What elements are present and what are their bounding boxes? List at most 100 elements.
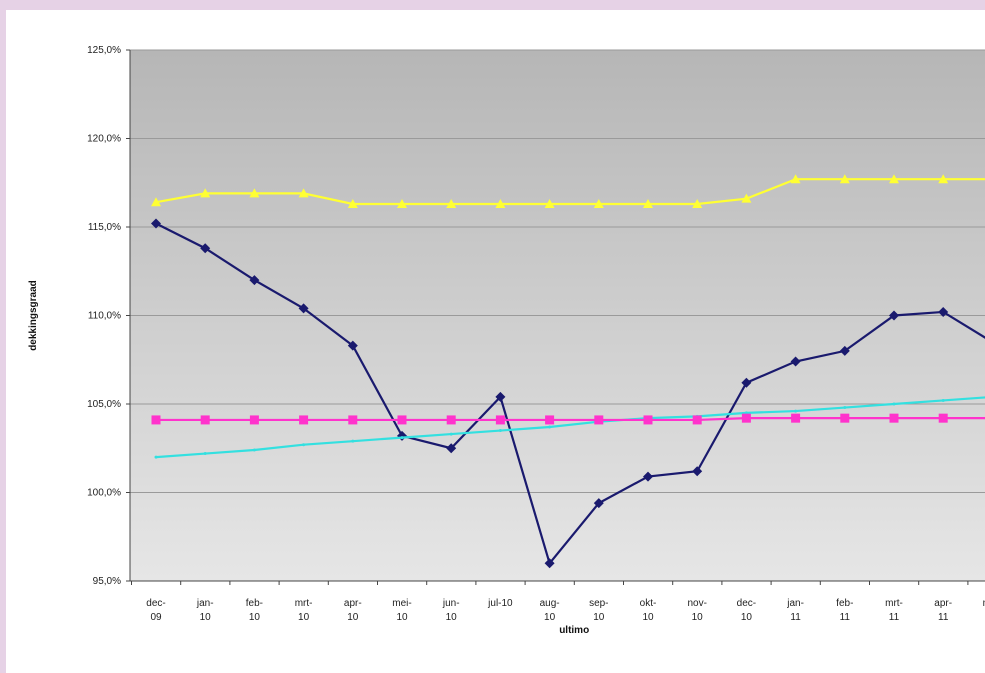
series-2: [151, 218, 985, 569]
data-point: [889, 174, 899, 184]
data-point: [692, 198, 703, 208]
series-1: [151, 174, 985, 208]
x-tick-label: 10: [544, 612, 556, 623]
data-point: [200, 415, 210, 425]
x-tick-label: apr-: [934, 598, 952, 609]
x-tick-label: jun-: [442, 598, 460, 609]
x-tick-label: 10: [446, 612, 458, 623]
series-line: [155, 178, 985, 206]
y-tick-label: 115,0%: [88, 222, 121, 233]
x-tick-label: 10: [642, 612, 654, 623]
x-tick-label: jan-: [786, 598, 804, 609]
x-tick-label: 11: [889, 612, 900, 623]
data-point: [200, 188, 211, 198]
data-point: [252, 448, 256, 452]
x-tick-label: 10: [741, 612, 753, 623]
data-point: [151, 218, 161, 229]
data-point: [741, 193, 752, 203]
data-point: [593, 198, 604, 208]
data-point: [154, 455, 158, 459]
series-line: [156, 417, 985, 422]
x-tick-label: jul-10: [487, 598, 513, 609]
x-tick-label: 10: [396, 612, 408, 623]
data-point: [941, 398, 945, 402]
x-tick-label: mei-: [983, 598, 985, 609]
data-point: [938, 174, 949, 184]
data-point: [397, 415, 407, 425]
y-tick-label: 100,0%: [87, 488, 121, 499]
data-point: [446, 443, 457, 454]
data-point: [643, 471, 653, 482]
x-tick-label: feb-: [836, 598, 853, 609]
line-chart: 125,0% 120,0% 115,0% 110,0% 105,0% 100,0% 95,0…: [28, 45, 985, 636]
x-tick-label: 11: [840, 612, 851, 623]
x-tick-label: 10: [593, 612, 605, 623]
series-line: [155, 222, 985, 566]
chart-frame: 125,0% 120,0% 115,0% 110,0% 105,0% 100,0% 95,0…: [6, 10, 985, 673]
data-point: [544, 198, 555, 208]
data-point: [889, 310, 899, 321]
data-point: [249, 415, 259, 425]
data-point: [843, 406, 847, 410]
data-point: [692, 415, 702, 425]
data-point: [397, 198, 407, 208]
y-tick-label: 120,0%: [87, 134, 121, 145]
data-point: [249, 188, 260, 198]
x-tick-label: feb-: [246, 598, 263, 609]
x-tick-label: 11: [938, 612, 949, 623]
data-point: [548, 425, 552, 429]
data-point: [302, 443, 306, 447]
data-point: [498, 429, 502, 433]
data-point: [790, 356, 801, 367]
x-tick-label: 09: [150, 612, 162, 623]
y-tick-label: 125,0%: [87, 45, 121, 56]
data-point: [594, 415, 604, 425]
series-line: [155, 396, 985, 459]
data-point: [692, 466, 703, 477]
data-point: [446, 415, 456, 425]
x-axis-title: ultimo: [559, 625, 589, 636]
data-point: [298, 188, 309, 198]
x-tick-label: dec-: [146, 598, 165, 609]
x-tick-label: 10: [347, 612, 359, 623]
x-tick-label: 10: [200, 612, 212, 623]
x-tick-label: 10: [249, 612, 261, 623]
x-tick-label: mrt-: [885, 598, 903, 609]
x-tick-label: sep-: [589, 598, 608, 609]
y-tick-label: 95,0%: [93, 576, 121, 587]
x-axis-ticks: dec- 09 jan- 10 feb- 10 mrt- 10 apr- 10 mei- 10 jun-…: [131, 581, 985, 623]
data-point: [643, 415, 653, 425]
data-point: [938, 413, 948, 423]
data-point: [839, 345, 850, 356]
data-point: [400, 436, 404, 440]
data-point: [794, 409, 798, 413]
data-point: [892, 402, 896, 406]
x-tick-label: nov-: [687, 598, 706, 609]
data-point: [203, 452, 207, 456]
data-point: [151, 197, 161, 207]
x-tick-label: apr-: [344, 598, 362, 609]
data-point: [545, 415, 555, 425]
x-tick-label: 10: [298, 612, 310, 623]
series-4: [151, 413, 985, 425]
data-point: [741, 413, 751, 423]
y-axis-ticks: 125,0% 120,0% 115,0% 110,0% 105,0% 100,0% 95,0…: [87, 45, 985, 587]
data-point: [348, 415, 358, 425]
data-point: [249, 275, 260, 286]
data-point: [741, 377, 752, 388]
data-point: [839, 174, 850, 184]
data-point: [938, 306, 949, 317]
x-tick-label: mrt-: [295, 598, 313, 609]
data-point: [889, 413, 899, 423]
data-point: [449, 432, 453, 436]
data-point: [347, 340, 358, 351]
data-point: [495, 391, 506, 402]
data-point: [446, 198, 457, 208]
y-axis-title: dekkingsgraad: [28, 280, 39, 351]
x-tick-label: dec-: [737, 598, 756, 609]
series-layer: [151, 174, 985, 569]
x-tick-label: jan-: [196, 598, 214, 609]
data-point: [299, 415, 309, 425]
y-tick-label: 105,0%: [87, 399, 121, 410]
x-tick-label: okt-: [640, 598, 657, 609]
